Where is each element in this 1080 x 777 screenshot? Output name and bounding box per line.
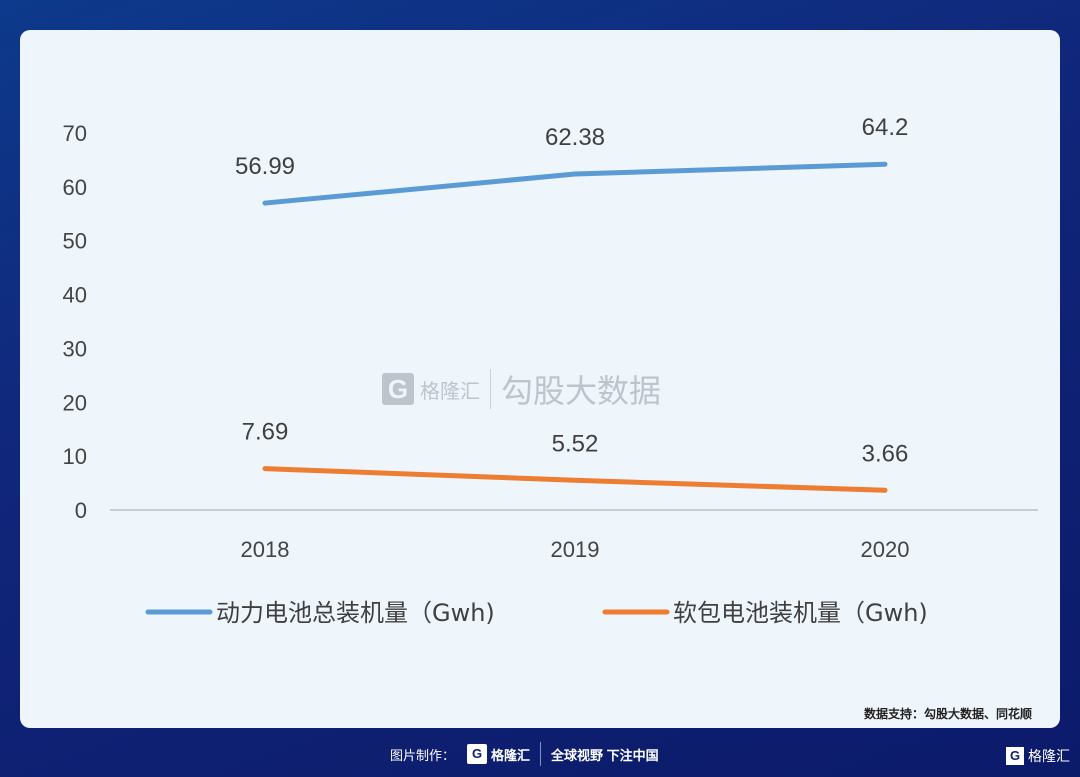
corner-logo-icon: G: [1006, 747, 1024, 765]
corner-brand: G 格隆汇: [1006, 746, 1070, 766]
watermark-brand: 格隆汇: [420, 380, 480, 403]
y-tick-label: 30: [63, 336, 87, 361]
y-tick-label: 10: [63, 444, 87, 469]
y-tick-label: 0: [75, 498, 87, 523]
x-tick-label: 2019: [551, 537, 600, 562]
y-tick-label: 60: [63, 175, 87, 200]
footer: 图片制作： G 格隆汇 全球视野 下注中国: [390, 742, 659, 766]
data-label: 64.2: [862, 114, 909, 141]
footer-slogan: 全球视野 下注中国: [551, 747, 659, 763]
footer-logo-icon: G: [467, 744, 488, 764]
data-source: 数据支持：勾股大数据、同花顺: [863, 707, 1032, 721]
y-tick-label: 70: [63, 121, 87, 146]
watermark-text: 勾股大数据: [501, 373, 662, 409]
watermark-logo-icon: G: [382, 373, 414, 405]
data-label: 5.52: [552, 430, 599, 457]
y-tick-label: 40: [63, 283, 87, 308]
x-tick-label: 2020: [861, 537, 910, 562]
footer-label: 图片制作：: [390, 747, 456, 763]
corner-brand-text: 格隆汇: [1028, 748, 1070, 764]
data-label: 7.69: [242, 419, 289, 446]
legend-label-0: 动力电池总装机量（Gwh): [216, 599, 495, 627]
y-tick-label: 50: [63, 229, 87, 254]
data-label: 3.66: [862, 440, 909, 467]
y-tick-label: 20: [63, 390, 87, 415]
x-tick-label: 2018: [241, 537, 290, 562]
series-line-1: [262, 466, 888, 493]
footer-brand: 格隆汇: [491, 747, 531, 763]
legend-label-1: 软包电池装机量（Gwh): [673, 599, 928, 627]
watermark: G 格隆汇 勾股大数据: [382, 366, 661, 412]
data-label: 56.99: [235, 153, 295, 180]
data-label: 62.38: [545, 124, 605, 151]
series-line-0: [262, 161, 888, 206]
